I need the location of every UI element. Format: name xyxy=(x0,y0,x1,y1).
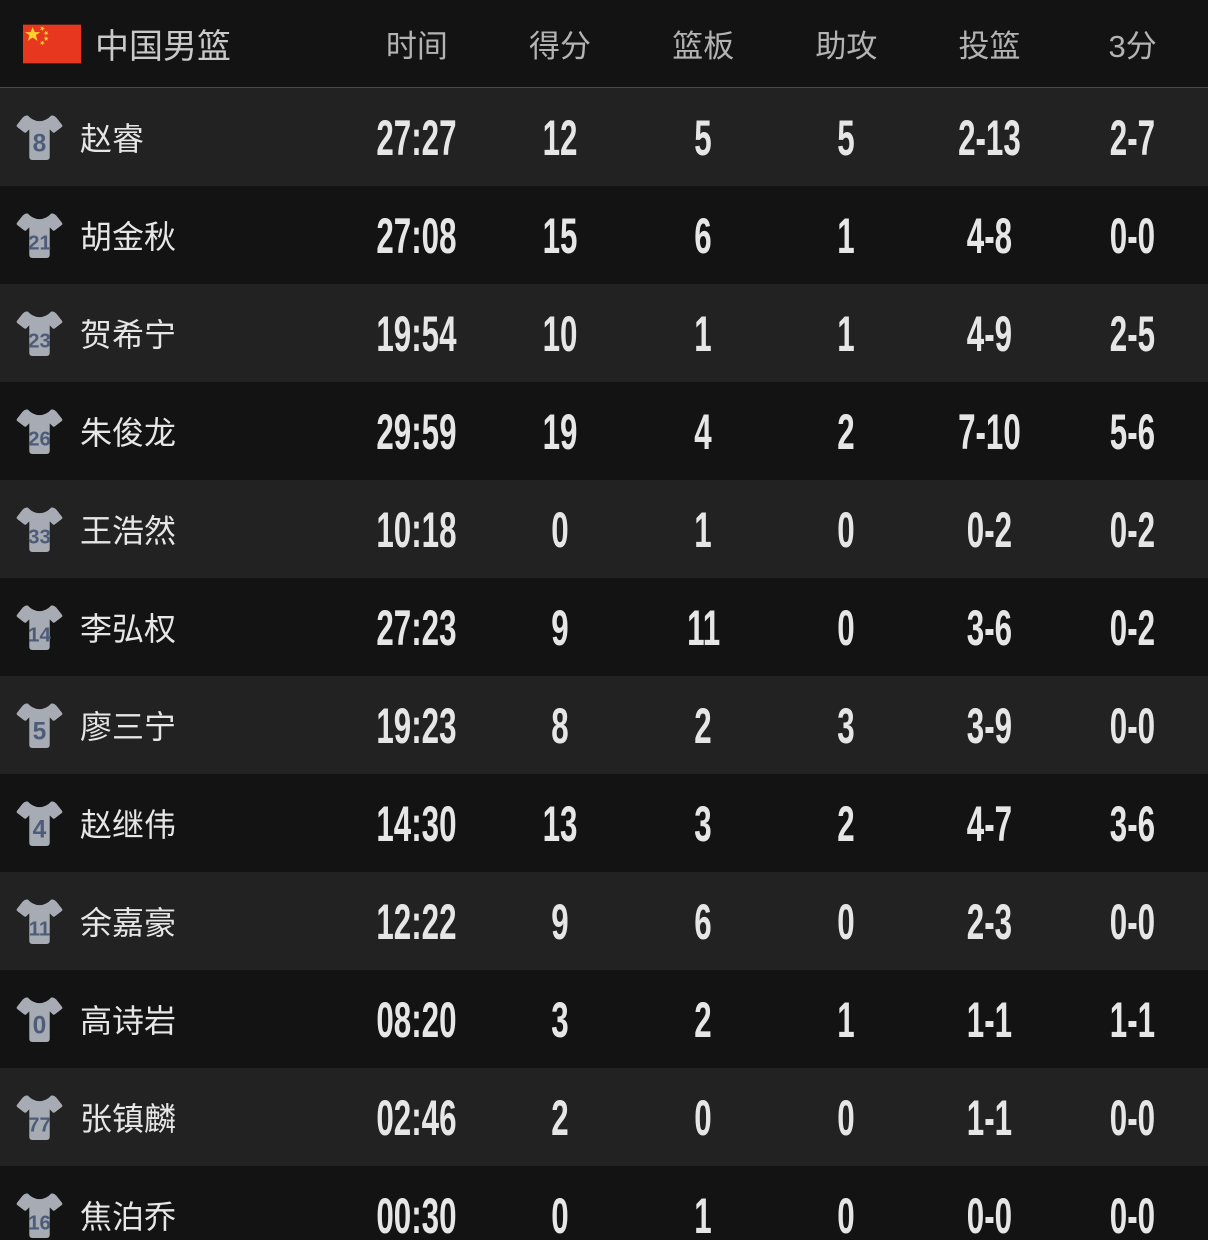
svg-text:77: 77 xyxy=(28,1114,51,1136)
svg-text:16: 16 xyxy=(28,1212,51,1234)
svg-text:21: 21 xyxy=(28,232,51,254)
svg-text:0: 0 xyxy=(33,1012,47,1039)
svg-text:11: 11 xyxy=(29,918,51,940)
svg-text:33: 33 xyxy=(28,526,51,548)
svg-text:5: 5 xyxy=(33,718,47,745)
svg-text:23: 23 xyxy=(28,330,51,352)
svg-text:26: 26 xyxy=(28,428,51,450)
svg-text:4: 4 xyxy=(33,816,47,843)
svg-text:8: 8 xyxy=(33,130,47,157)
svg-text:14: 14 xyxy=(28,624,51,646)
